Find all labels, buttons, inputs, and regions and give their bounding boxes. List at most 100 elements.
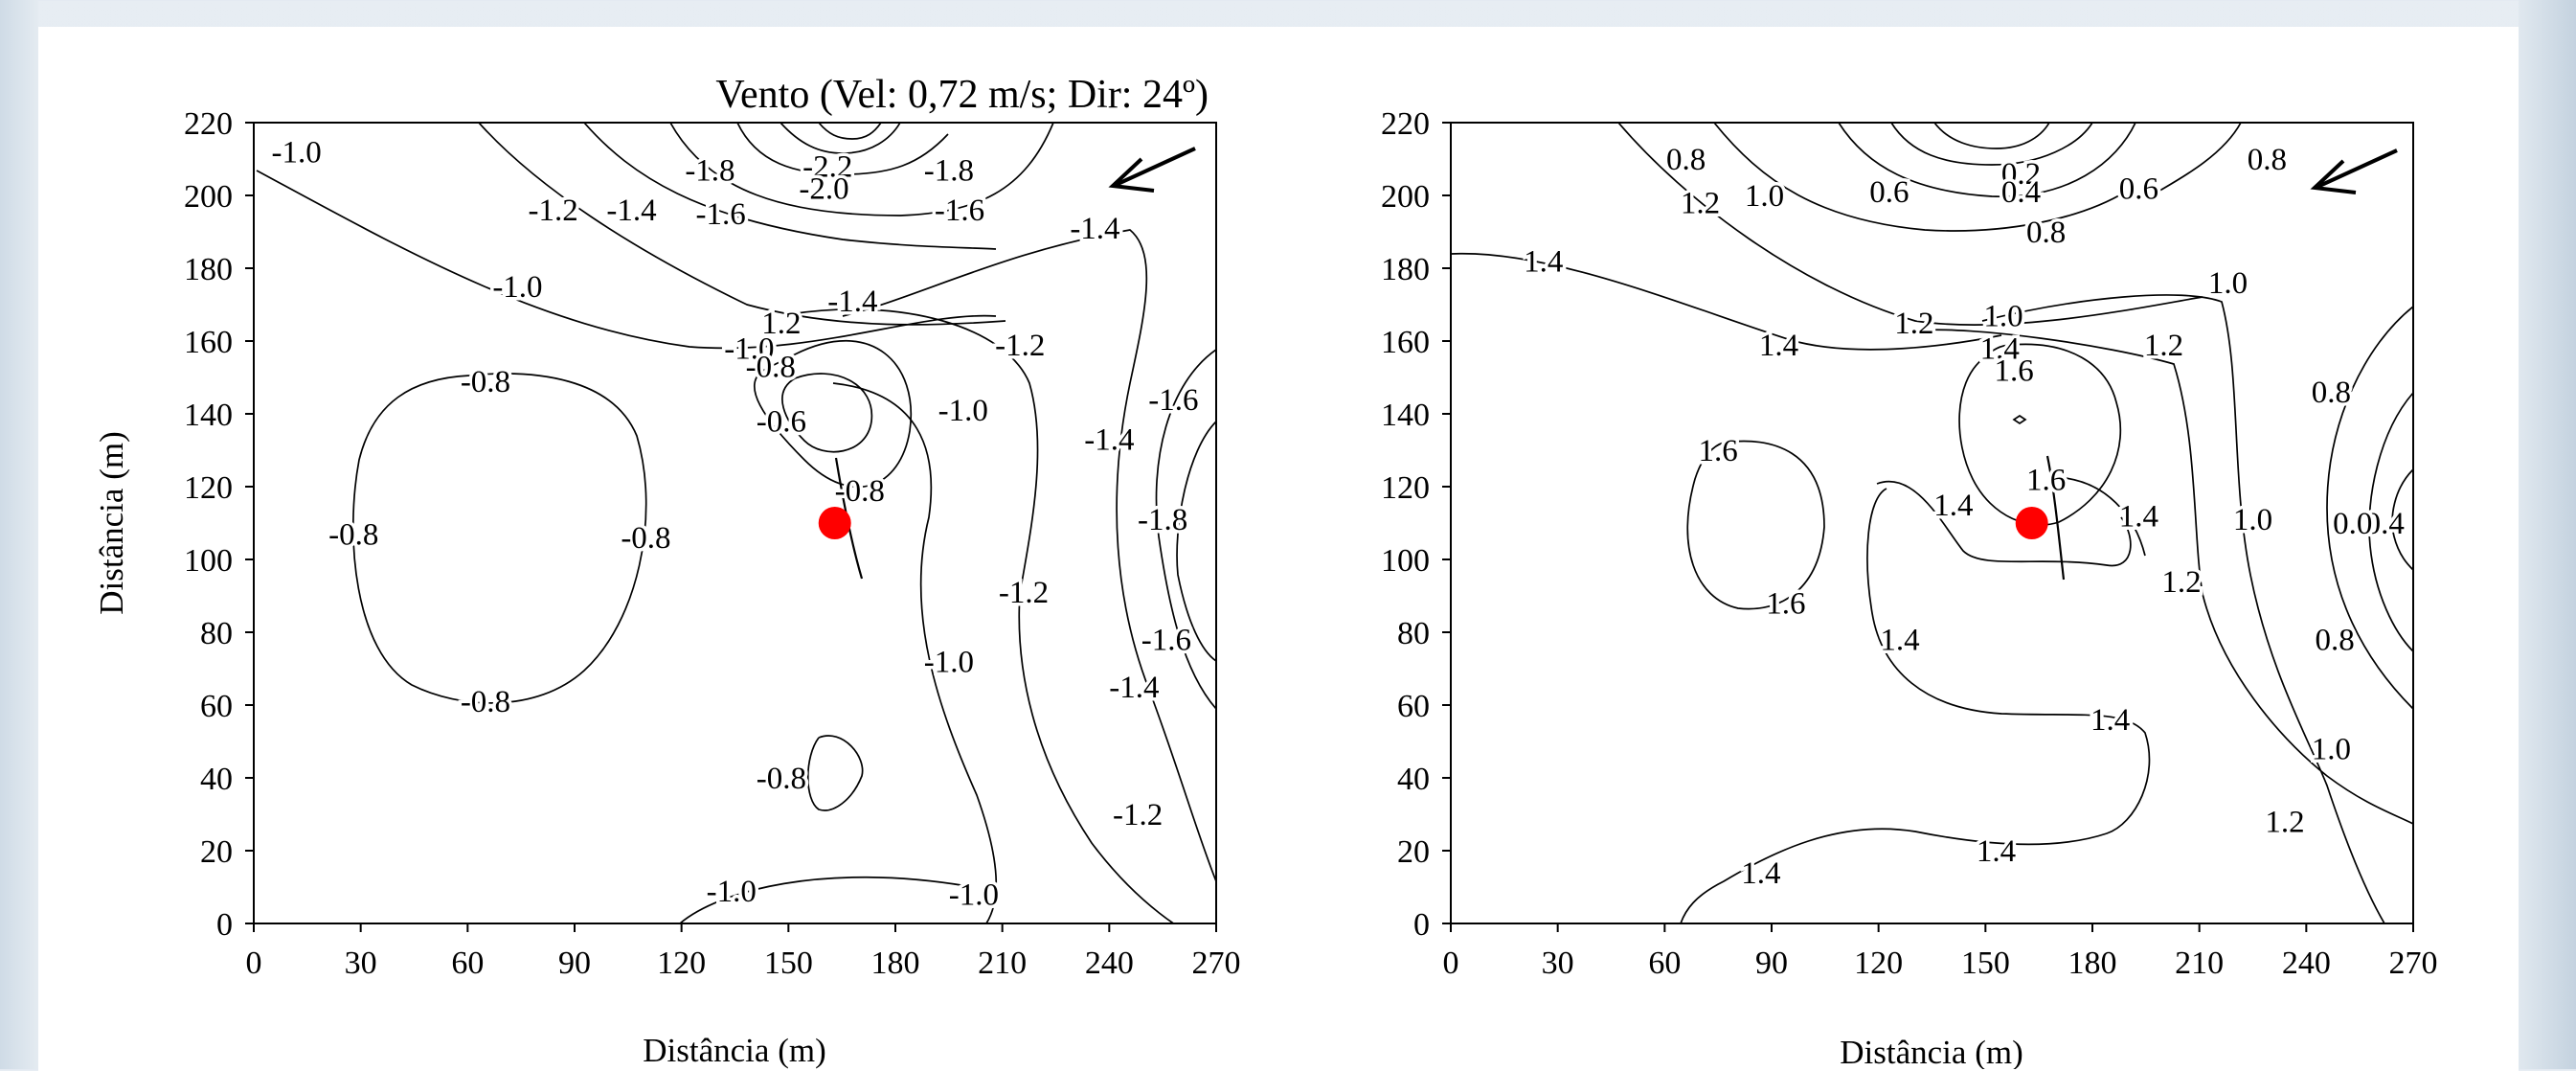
contour-label: 1.6 [1699,434,1738,468]
contour-labels-right: 0.8 0.20.40.81.2 1.0 0.6 0.60.81.41.01.2 1.01… [1521,140,2408,895]
contour-label: -1.6 [1148,383,1198,418]
contour-label: -1.6 [935,194,984,228]
x-tick-label: 150 [1961,946,2010,981]
contour-label: 0.8 [2312,376,2351,410]
wind-arrow-icon [2310,148,2398,194]
contour-lines-right [1451,123,2413,923]
y-tick-label: 120 [184,470,233,506]
contour-label: -1.4 [1109,671,1159,705]
contour-label: 1.4 [1933,489,1973,523]
contour-label: 1.2 [2144,329,2183,363]
x-tick-label: 0 [246,946,262,981]
x-ticks-left: 0 30 60 90 120 150 180 210 240 270 [246,923,1241,981]
x-tick-label: 150 [764,946,813,981]
y-tick-label: 40 [1397,762,1430,797]
contour-label: 1.2 [2161,565,2201,600]
contour-label: -0.8 [746,351,796,385]
contour-label: 0.2 [2001,157,2041,192]
y-tick-label: 0 [1413,907,1430,943]
y-tick-label: 80 [1397,616,1430,651]
contour-label: -2.2 [802,150,852,185]
contour-label: 1.4 [2090,703,2130,738]
contour-label: 0.6 [1869,175,1909,210]
contour-label: 1.6 [1994,353,2033,388]
contour-label: -1.0 [724,332,774,367]
contour-label: 0.4 [2365,507,2405,541]
y-tick-label: 140 [1381,398,1430,433]
wind-arrow-icon [1108,147,1196,193]
y-ticks-right: 0 20 40 60 80 100 120 140 160 180 200 220 [1381,106,1451,943]
contour-label: 1.0 [2312,733,2351,767]
x-tick-label: 240 [1085,946,1134,981]
x-tick-label: 30 [1542,946,1574,981]
contour-label: -1.8 [685,153,734,188]
x-tick-label: 120 [657,946,706,981]
background-left-edge [0,0,38,1069]
contour-label: -0.8 [621,521,670,556]
contour-label: -1.6 [1141,624,1191,658]
y-tick-label: 20 [1397,834,1430,870]
x-tick-label: 60 [1648,946,1681,981]
x-tick-label: 60 [451,946,484,981]
x-tick-label: 90 [1755,946,1788,981]
source-marker-left [818,507,851,539]
x-tick-label: 270 [2389,946,2438,981]
contour-label: 1.2 [2265,806,2304,840]
contour-label: -1.4 [1084,423,1134,458]
contour-label: -1.0 [492,270,542,305]
contour-label: 0.8 [2315,624,2354,658]
contour-label: 1.6 [1766,587,1805,622]
contour-label: 1.2 [1894,307,1933,341]
y-tick-label: 60 [1397,689,1430,724]
contour-lines-left [256,123,1216,923]
contour-label: 0.6 [2119,171,2158,206]
contour-label: -1.2 [995,329,1045,363]
y-tick-label: 220 [1381,106,1430,142]
contour-label: -1.0 [707,875,757,909]
contour-label: -1.8 [924,153,974,188]
contour-label: -0.8 [328,517,378,552]
x-tick-label: 0 [1443,946,1459,981]
contour-label: -1.0 [924,645,974,679]
contour-label: 1.4 [1759,329,1798,363]
x-tick-label: 180 [2068,946,2117,981]
plot-frame-left [253,122,1217,924]
contour-label: 1.0 [1983,299,2022,333]
contour-label: -1.4 [606,194,656,228]
contour-label: 0.8 [2248,143,2287,177]
y-tick-label: 140 [184,398,233,433]
contour-label: -1.0 [272,135,322,170]
contour-label: -0.8 [835,474,885,509]
slide-panel [38,27,2519,1071]
y-tick-label: 160 [1381,325,1430,360]
contour-label: -0.8 [757,762,806,796]
contour-label: -0.6 [757,405,806,440]
source-marker-right [2015,507,2048,539]
y-tick-label: 0 [216,907,233,943]
y-tick-label: 80 [200,616,233,651]
x-tick-label: 240 [2282,946,2331,981]
contour-label: -1.2 [529,194,578,228]
contour-label: 1.4 [2119,499,2158,534]
contour-label: 1.0 [2233,503,2272,537]
y-tick-label: 100 [1381,543,1430,579]
contour-label: -1.4 [1070,212,1119,246]
contour-label: 1.2 [761,307,801,341]
contour-label: 1.2 [1681,187,1720,221]
y-tick-label: 220 [184,106,233,142]
chart-left: -1.0 -1.8 -2.2-2.0 -1.8 -1.2 -1.4 -1.6 -1.6 -1.4… [93,73,1241,1069]
background-right-edge [2519,0,2576,1069]
x-ticks-right: 0 30 60 90 120 150 180 210 240 270 [1443,923,2438,981]
contour-label: -1.0 [949,878,999,913]
contour-label: 1.4 [1980,332,2020,367]
contour-labels-left: -1.0 -1.8 -2.2-2.0 -1.8 -1.2 -1.4 -1.6 -1.6 -1.4… [268,132,1202,916]
y-tick-label: 180 [1381,252,1430,287]
x-tick-label: 210 [2175,946,2224,981]
x-tick-label: 210 [978,946,1027,981]
y-tick-label: 20 [200,834,233,870]
x-tick-label: 120 [1854,946,1903,981]
contour-label: 0.8 [1666,143,1706,177]
contour-label: -0.8 [461,365,510,399]
chart-right: 0.8 0.20.40.81.2 1.0 0.6 0.60.81.41.01.2 1.01… [1381,106,2438,1069]
